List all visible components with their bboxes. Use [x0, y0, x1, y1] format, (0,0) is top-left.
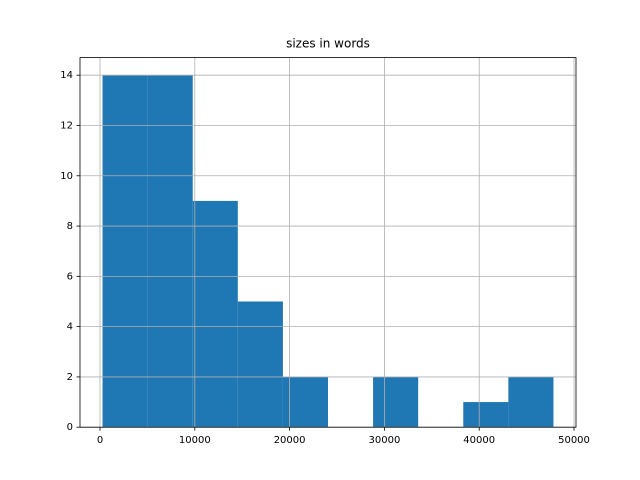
- bar: [282, 376, 328, 428]
- bar: [147, 75, 193, 428]
- bar: [102, 75, 148, 428]
- y-tick-label: 2: [67, 372, 73, 383]
- x-tick-label: 0: [97, 435, 103, 446]
- y-tick-label: 10: [60, 171, 73, 182]
- plot-frame: [79, 57, 577, 428]
- x-tick-label: 50000: [558, 435, 590, 446]
- y-tick-label: 14: [60, 70, 73, 81]
- y-tick-label: 8: [67, 221, 73, 232]
- y-tick-label: 0: [67, 422, 73, 433]
- bar: [373, 376, 419, 428]
- y-tick-label: 12: [60, 120, 73, 131]
- x-tick-label: 10000: [179, 435, 211, 446]
- bar: [192, 200, 238, 428]
- bar: [508, 376, 554, 428]
- x-tick-label: 30000: [369, 435, 401, 446]
- x-tick-label: 20000: [274, 435, 306, 446]
- x-tick-label: 40000: [463, 435, 495, 446]
- bar: [463, 402, 509, 428]
- y-tick-label: 4: [67, 322, 73, 333]
- bar: [237, 301, 283, 428]
- chart-title: sizes in words: [286, 37, 370, 51]
- y-tick-label: 6: [67, 271, 73, 282]
